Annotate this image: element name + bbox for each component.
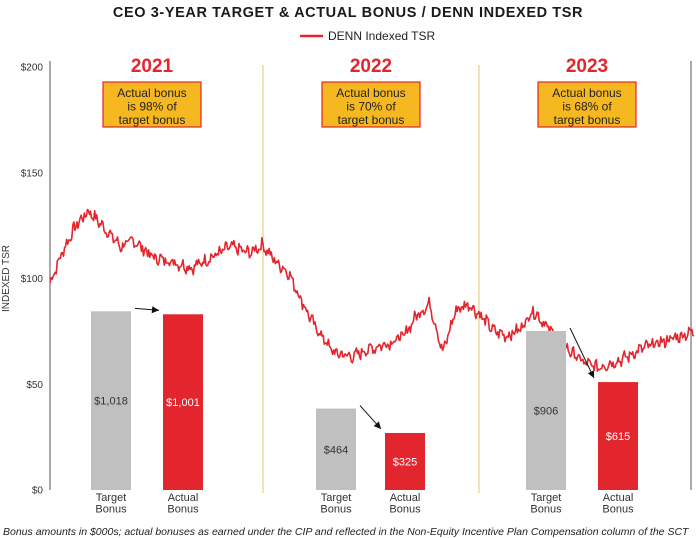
y-tick-label: $150: [21, 168, 44, 179]
actual-bonus-bar: [385, 432, 425, 490]
period-year-label: 2021: [131, 56, 174, 77]
y-axis-title: INDEXED TSR: [1, 245, 12, 312]
target-bonus-category-label: Bonus: [320, 504, 352, 516]
tsr-line-layer: [49, 208, 695, 373]
target-bonus-category-label: Target: [531, 492, 562, 504]
axes: $0 $50 $100 $150 $200 INDEXED TSR: [1, 61, 692, 497]
target-bonus-value-label: $1,018: [94, 396, 128, 408]
period-note-text: is 68% of: [562, 100, 612, 114]
chart-title: CEO 3-YEAR TARGET & ACTUAL BONUS / DENN …: [113, 5, 583, 21]
target-bonus-category-label: Bonus: [530, 504, 562, 516]
y-tick-label: $0: [32, 486, 44, 497]
actual-bonus-category-label: Bonus: [389, 504, 421, 516]
period-note-text: target bonus: [554, 113, 621, 127]
change-arrow-head: [151, 306, 159, 314]
actual-bonus-value-label: $1,001: [166, 397, 200, 409]
change-arrow-line: [569, 327, 595, 379]
footnote: Bonus amounts in $000s; actual bonuses a…: [3, 526, 690, 538]
y-tick-label: $50: [26, 380, 43, 391]
target-bonus-category-label: Target: [321, 492, 352, 504]
period-note-box: [321, 81, 421, 128]
period-note-text: is 98% of: [127, 100, 177, 114]
legend: DENN Indexed TSR: [300, 29, 435, 43]
period-dividers: [262, 65, 480, 493]
y-tick-label: $100: [21, 274, 44, 285]
actual-bonus-category-label: Actual: [168, 492, 199, 504]
actual-bonus-category-label: Bonus: [602, 504, 634, 516]
period-note-text: target bonus: [119, 113, 186, 127]
actual-bonus-value-label: $615: [606, 431, 630, 443]
target-bonus-bar: [526, 330, 566, 490]
legend-label: DENN Indexed TSR: [328, 29, 435, 43]
actual-bonus-category-label: Actual: [603, 492, 634, 504]
actual-bonus-value-label: $325: [393, 456, 417, 468]
period-note-text: Actual bonus: [336, 86, 405, 100]
bonus-bars: $1,018 $1,001TargetBonusActualBonus$464$3…: [91, 306, 638, 516]
period-note-text: is 70% of: [346, 100, 396, 114]
actual-bonus-category-label: Bonus: [167, 504, 199, 516]
period-note-text: Actual bonus: [552, 86, 621, 100]
y-tick-label: $200: [21, 63, 44, 74]
target-bonus-value-label: $464: [324, 444, 348, 456]
actual-bonus-bar: [163, 314, 203, 490]
period-note-box: [537, 81, 637, 128]
period-note-text: Actual bonus: [117, 86, 186, 100]
change-arrow-head: [373, 421, 381, 429]
target-bonus-bar: [91, 311, 131, 490]
period-note-text: target bonus: [338, 113, 405, 127]
target-bonus-value-label: $906: [534, 405, 558, 417]
target-bonus-category-label: Bonus: [95, 504, 127, 516]
actual-bonus-category-label: Actual: [390, 492, 421, 504]
tsr-series-line: [49, 208, 695, 373]
change-arrow-head: [587, 370, 595, 379]
target-bonus-category-label: Target: [96, 492, 127, 504]
period-year-label: 2022: [350, 56, 392, 77]
target-bonus-bar: [316, 408, 356, 490]
period-year-label: 2023: [566, 56, 608, 77]
period-note-box: [102, 81, 202, 128]
actual-bonus-bar: [598, 382, 638, 490]
